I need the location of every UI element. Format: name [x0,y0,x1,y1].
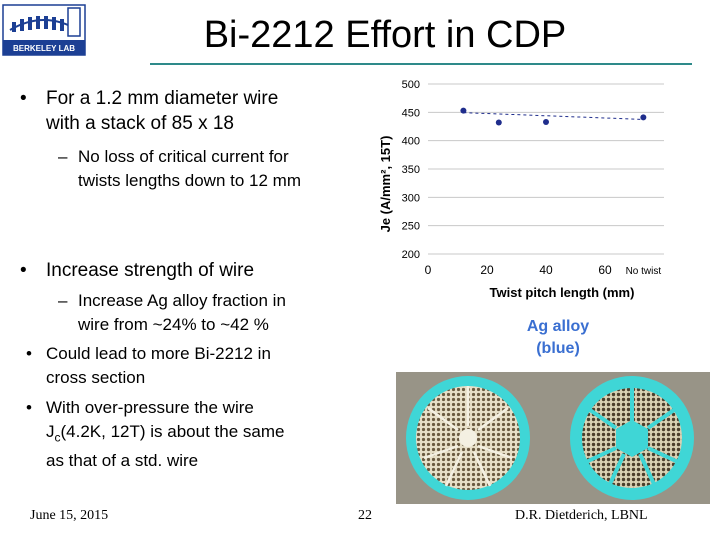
ag-alloy-label: Ag alloy (blue) [500,316,616,360]
wire-cross-section-photo [396,372,710,504]
footer-author: D.R. Dietderich, LBNL [515,508,648,523]
y-tick-label: 300 [402,192,420,204]
ag-alloy-label-line: (blue) [536,340,580,357]
y-axis-label: Je (A/mm², 15T) [378,136,393,233]
subbullet-no-loss: – No loss of critical current for twists… [58,145,301,193]
title-divider [150,63,692,65]
subbullet-marker: – [58,147,68,166]
bullet-text-line: as that of a std. wire [46,451,199,471]
subbullet-marker: – [58,291,68,310]
subbullet-ag-fraction: – Increase Ag alloy fraction in wire fro… [58,289,286,337]
bullet-text-line: With over-pressure the wire [46,398,254,417]
bullet-text-line: Jc(4.2K, 12T) is about the same [46,420,284,449]
y-tick-label: 400 [402,136,420,148]
y-tick-label: 250 [402,221,420,233]
bullet-text-line: Could lead to more Bi-2212 in [46,344,271,363]
bullet-marker: • [20,260,27,281]
y-tick-label: 350 [402,164,420,176]
bullet-text-line: with a stack of 85 x 18 [46,113,234,134]
data-point [495,119,502,126]
x-tick-label: 20 [480,263,494,277]
je-vs-twist-chart: 500 450 400 350 300 250 200 0 20 40 60 No twist Je… [378,79,664,300]
data-point [460,107,467,114]
data-point [640,114,647,121]
x-tick-label: No twist [626,266,662,277]
x-tick-label: 0 [425,263,432,277]
y-tick-labels: 500 450 400 350 300 250 200 [402,79,420,261]
bullet-more-bi2212: • Could lead to more Bi-2212 in cross se… [26,342,271,390]
standard-wire-section [406,376,530,500]
ag-alloy-wire-section [570,376,694,500]
x-tick-label: 40 [539,263,553,277]
jc-condition: (4.2K, 12T) is about the same [60,422,285,441]
logo-text: BERKELEY LAB [13,44,75,53]
footer-date: June 15, 2015 [30,508,109,523]
jc-subscript: c [54,430,61,445]
bullet-wire-diameter: • For a 1.2 mm diameter wire with a stac… [20,86,279,136]
trend-line [463,112,644,120]
y-tick-label: 500 [402,79,420,91]
y-tick-label: 450 [402,107,420,119]
subbullet-text-line: No loss of critical current for [78,147,289,166]
subbullet-text-line: wire from ~24% to ~42 % [78,315,269,334]
bullet-marker: • [20,88,27,109]
x-axis-label: Twist pitch length (mm) [490,285,635,300]
jc-symbol: J [46,422,55,441]
subbullet-text-line: Increase Ag alloy fraction in [78,291,286,310]
chart-grid [428,83,664,255]
ag-alloy-label-line: Ag alloy [526,318,590,335]
bullet-marker: • [26,398,32,417]
data-points [460,107,647,126]
berkeley-lab-logo: BERKELEY LAB [2,4,86,56]
footer-page-number: 22 [358,508,372,523]
y-tick-label: 200 [402,249,420,261]
subbullet-text-line: twists lengths down to 12 mm [78,171,301,190]
x-tick-labels: 0 20 40 60 No twist [425,263,662,277]
bullet-marker: • [26,344,32,363]
slide-title: Bi-2212 Effort in CDP [203,14,567,56]
x-tick-label: 60 [598,263,612,277]
bullet-text-line: Increase strength of wire [46,260,255,281]
data-point [543,118,549,125]
bullet-text-line: For a 1.2 mm diameter wire [46,88,279,109]
bullet-increase-strength: • Increase strength of wire [20,258,255,283]
bullet-text-line: cross section [46,368,146,387]
bullet-over-pressure: • With over-pressure the wire Jc(4.2K, 1… [26,396,284,473]
